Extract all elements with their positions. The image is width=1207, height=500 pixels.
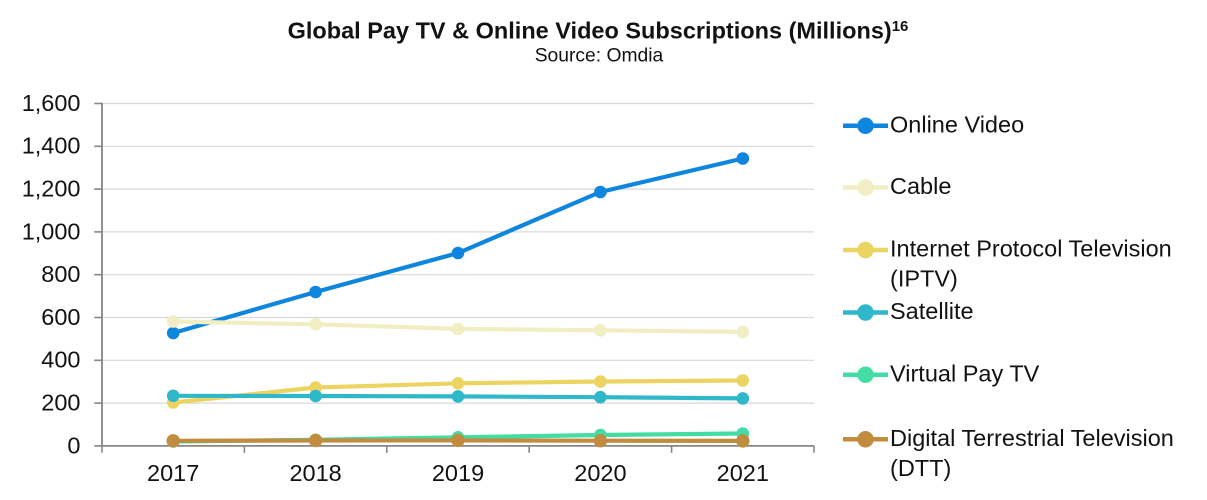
svg-text:1,000: 1,000 — [22, 218, 81, 244]
svg-text:1,400: 1,400 — [22, 133, 81, 159]
svg-text:Virtual Pay TV: Virtual Pay TV — [890, 360, 1040, 386]
svg-text:800: 800 — [41, 261, 80, 287]
svg-text:Satellite: Satellite — [890, 298, 974, 324]
svg-text:600: 600 — [41, 304, 80, 330]
svg-text:2019: 2019 — [432, 460, 484, 486]
svg-text:0: 0 — [67, 432, 80, 458]
svg-text:Source: Omdia: Source: Omdia — [535, 45, 664, 66]
svg-text:Digital Terrestrial Television: Digital Terrestrial Television — [890, 425, 1174, 451]
svg-text:1,200: 1,200 — [22, 176, 81, 202]
svg-text:400: 400 — [41, 347, 80, 373]
svg-text:2018: 2018 — [289, 460, 341, 486]
svg-text:(DTT): (DTT) — [890, 455, 951, 481]
svg-text:Online Video: Online Video — [890, 112, 1024, 138]
svg-text:2021: 2021 — [717, 460, 769, 486]
svg-text:2020: 2020 — [574, 460, 626, 486]
svg-text:(IPTV): (IPTV) — [890, 266, 958, 292]
svg-text:200: 200 — [41, 390, 80, 416]
svg-text:2017: 2017 — [147, 460, 199, 486]
svg-text:Cable: Cable — [890, 173, 951, 199]
svg-text:Global Pay TV & Online Video S: Global Pay TV & Online Video Subscriptio… — [288, 17, 909, 43]
svg-text:Internet Protocol Television: Internet Protocol Television — [890, 236, 1172, 262]
svg-text:1,600: 1,600 — [22, 90, 81, 116]
